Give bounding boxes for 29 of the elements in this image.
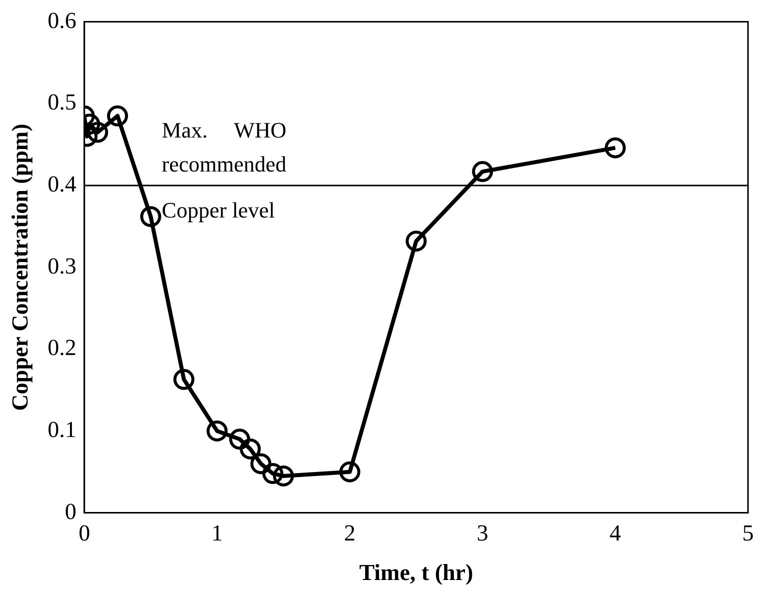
x-tick-label: 1 — [211, 520, 223, 546]
point — [406, 230, 427, 252]
point — [472, 161, 494, 182]
point — [250, 453, 272, 474]
point — [240, 438, 261, 460]
point — [272, 465, 294, 486]
y-tick-label: 0.2 — [48, 335, 76, 360]
y-tick-label: 0.3 — [48, 253, 76, 278]
x-tick-label: 5 — [742, 520, 754, 546]
point — [140, 206, 162, 228]
y-axis-title: Copper Concentration (ppm) — [8, 124, 33, 411]
point — [262, 463, 284, 484]
y-tick-label: 0.4 — [48, 172, 77, 197]
y-tick-label: 0.6 — [48, 8, 76, 33]
ref-line-label: Max. WHO recommended Copper level — [162, 117, 286, 222]
x-tick-label: 3 — [476, 520, 488, 546]
x-tick-label: 2 — [344, 520, 356, 546]
point — [173, 368, 194, 390]
point — [206, 420, 228, 442]
y-tick-label: 0.1 — [48, 417, 76, 442]
point — [87, 122, 108, 143]
y-tick-label: 0.5 — [48, 90, 76, 115]
x-axis-title: Time, t (hr) — [359, 560, 474, 586]
point — [229, 428, 250, 450]
point — [339, 461, 360, 482]
point — [604, 137, 626, 158]
y-tick-label: 0 — [64, 498, 76, 524]
x-tick-label: 4 — [610, 520, 622, 546]
point — [107, 105, 128, 126]
